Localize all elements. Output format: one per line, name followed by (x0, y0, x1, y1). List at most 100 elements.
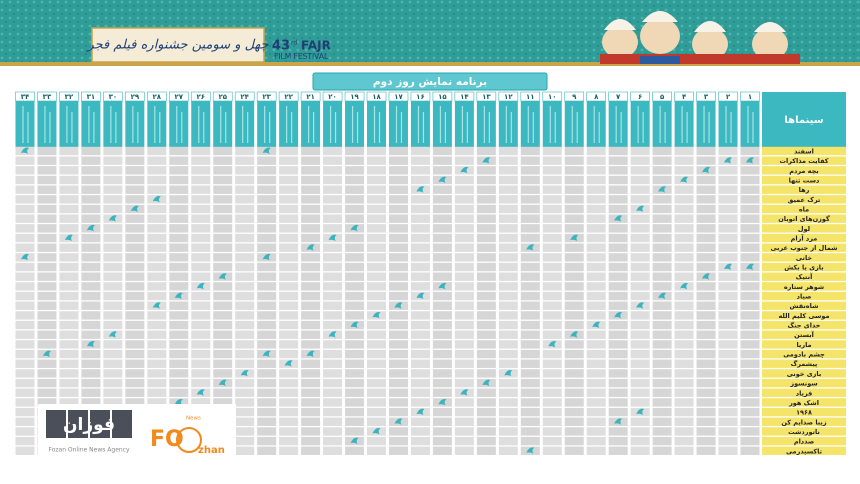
schedule-cell (740, 359, 760, 368)
schedule-cell (454, 369, 474, 378)
schedule-cell (37, 195, 57, 204)
schedule-cell (147, 175, 167, 185)
screening-mark (152, 302, 161, 309)
schedule-cell (59, 340, 79, 349)
schedule-cell (367, 233, 387, 243)
schedule-cell (367, 320, 387, 330)
schedule-cell (388, 253, 408, 262)
schedule-cell (125, 185, 145, 194)
schedule-cell (388, 388, 408, 397)
schedule-cell (367, 204, 387, 214)
schedule-cell (125, 262, 145, 272)
schedule-cell (432, 311, 452, 320)
column-number: ۲۶ (196, 93, 205, 101)
schedule-cell (674, 224, 694, 233)
schedule-cell (323, 214, 343, 223)
schedule-cell (718, 330, 738, 339)
schedule-cell (125, 320, 145, 330)
schedule-cell (15, 330, 35, 339)
column-header (279, 92, 299, 147)
film-name-cell (762, 340, 846, 349)
schedule-cell (345, 272, 365, 281)
schedule-cell (476, 204, 496, 214)
schedule-cell (630, 272, 650, 281)
column-number-box (674, 91, 694, 102)
schedule-cell (213, 243, 233, 252)
schedule-cell (367, 262, 387, 272)
schedule-cell (410, 427, 430, 436)
screening-mark (108, 331, 117, 338)
schedule-cell (410, 301, 430, 310)
schedule-cell (103, 243, 123, 252)
schedule-cell (367, 388, 387, 397)
schedule-cell (323, 388, 343, 397)
schedule-cell (542, 320, 562, 330)
schedule-cell (630, 224, 650, 233)
schedule-cell (520, 166, 540, 175)
schedule-cell (191, 243, 211, 252)
schedule-cell (15, 301, 35, 310)
schedule-cell (432, 262, 452, 272)
screening-mark (548, 340, 557, 348)
schedule-cell (257, 195, 277, 204)
schedule-cell (323, 291, 343, 301)
column-number: ۲۲ (284, 93, 293, 101)
schedule-cell (279, 175, 299, 185)
schedule-cell (674, 330, 694, 339)
column-number: ۹ (572, 93, 577, 101)
column-number: ۱۳ (482, 93, 491, 101)
schedule-cell (410, 378, 430, 388)
film-name-cell (762, 243, 846, 252)
schedule-cell (235, 388, 255, 397)
schedule-cell (147, 224, 167, 233)
schedule-cell (454, 291, 474, 301)
schedule-cell (608, 349, 628, 359)
schedule-cell (520, 233, 540, 243)
schedule-cell (59, 243, 79, 252)
film-name-cell (762, 253, 846, 262)
schedule-cell (81, 185, 101, 194)
schedule-cell (608, 224, 628, 233)
column-number: ۱۶ (416, 93, 425, 101)
column-number-box (388, 91, 409, 102)
schedule-cell (323, 311, 343, 320)
schedule-cell (630, 320, 650, 330)
schedule-cell (103, 195, 123, 204)
screening-mark (416, 186, 425, 193)
column-number-box (696, 91, 716, 102)
schedule-cell (345, 253, 365, 262)
schedule-cell (169, 359, 189, 368)
schedule-cell (454, 301, 474, 310)
schedule-cell (125, 156, 145, 165)
column-number-box (103, 91, 123, 102)
schedule-cell (191, 146, 211, 156)
column-number: ۶ (638, 93, 642, 101)
schedule-cell (740, 301, 760, 310)
schedule-cell (169, 253, 189, 262)
schedule-cell (630, 166, 650, 175)
schedule-cell (213, 291, 233, 301)
screening-mark (306, 350, 315, 358)
schedule-cell (718, 166, 738, 175)
schedule-cell (454, 417, 474, 426)
schedule-cell (630, 185, 650, 194)
schedule-cell (15, 446, 35, 455)
schedule-cell (279, 301, 299, 310)
schedule-cell (323, 166, 343, 175)
schedule-cell (81, 214, 101, 223)
schedule-cell (213, 359, 233, 368)
schedule-cell (586, 233, 606, 243)
schedule-cell (740, 272, 760, 281)
schedule-cell (103, 398, 123, 407)
schedule-cell (37, 388, 57, 397)
column-number-box (454, 91, 475, 102)
schedule-cell (257, 446, 277, 455)
schedule-cell (213, 369, 233, 378)
screening-mark (570, 234, 579, 242)
screening-mark (86, 340, 95, 348)
screening-mark (702, 273, 711, 280)
column-number: ۳۳ (43, 93, 52, 101)
schedule-cell (586, 359, 606, 368)
schedule-cell (301, 340, 321, 349)
schedule-cell (257, 311, 277, 320)
